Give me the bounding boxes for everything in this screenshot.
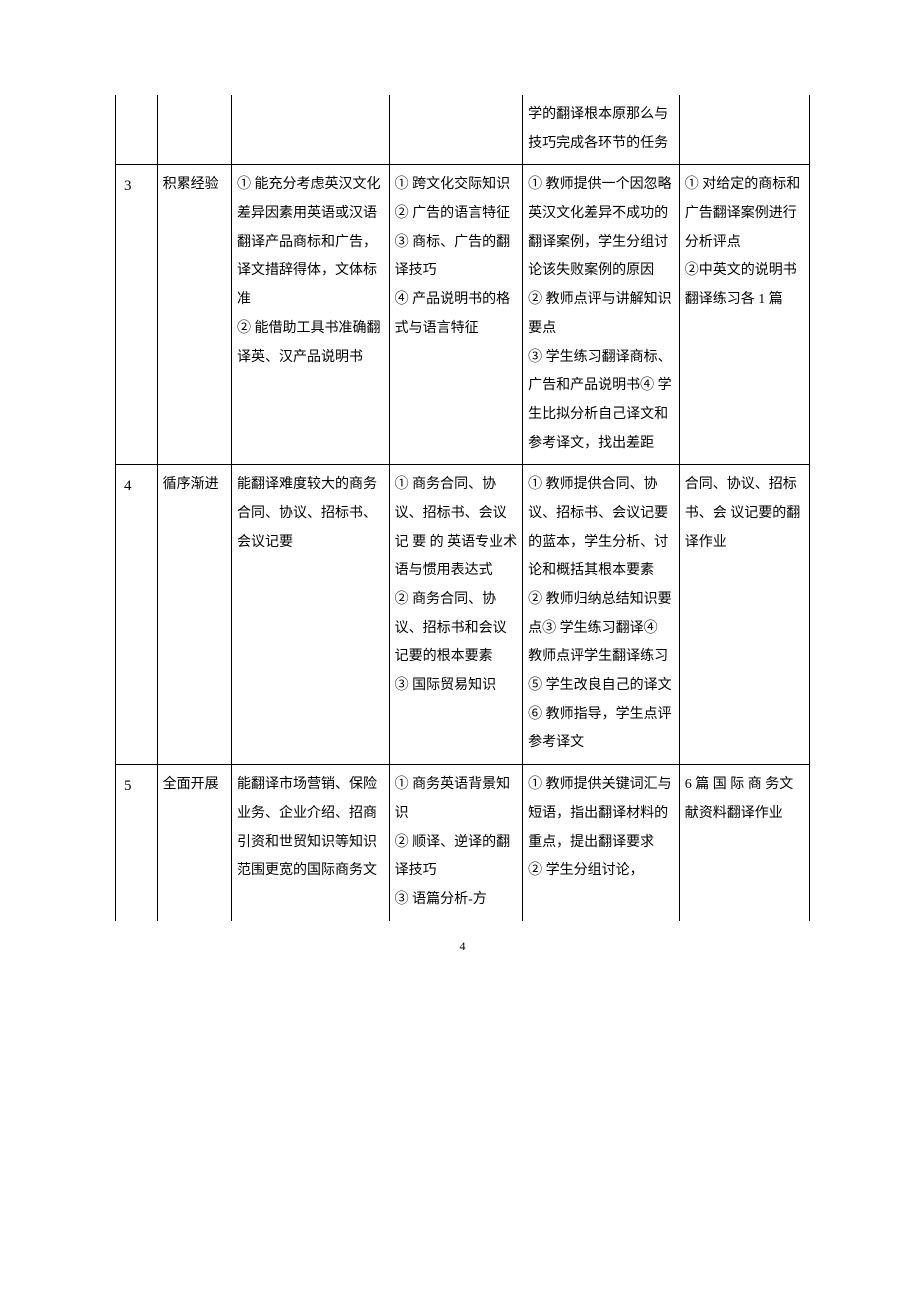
cell-activity: 学的翻译根本原那么与技巧完成各环节的任务 (523, 95, 680, 165)
cell-stage: 积累经验 (157, 165, 231, 465)
cell-knowledge: ① 商务英语背景知识 ② 顺译、逆译的翻译技巧 ③ 语篇分析-方 (389, 765, 523, 921)
cell-goal: 能翻译难度较大的商务合同、协议、招标书、会议记要 (232, 465, 390, 765)
table-row: 3积累经验① 能充分考虑英汉文化差异因素用英语或汉语翻译产品商标和广告，译文措辞… (116, 165, 810, 465)
curriculum-table: 学的翻译根本原那么与技巧完成各环节的任务3积累经验① 能充分考虑英汉文化差异因素… (115, 95, 810, 921)
table-row: 4循序渐进能翻译难度较大的商务合同、协议、招标书、会议记要① 商务合同、协议、招… (116, 465, 810, 765)
cell-goal (232, 95, 390, 165)
cell-activity: ① 教师提供合同、协议、招标书、会议记要的蓝本，学生分析、讨论和概括其根本要素 … (523, 465, 680, 765)
page-number: 4 (115, 939, 810, 954)
cell-num (116, 95, 158, 165)
cell-goal: 能翻译市场营销、保险业务、企业介绍、招商引资和世贸知识等知识范围更宽的国际商务文 (232, 765, 390, 921)
cell-homework: 6 篇 国 际 商 务文献资料翻译作业 (679, 765, 809, 921)
cell-activity: ① 教师提供一个因忽略英汉文化差异不成功的翻译案例，学生分组讨论该失败案例的原因… (523, 165, 680, 465)
cell-homework: ① 对给定的商标和广告翻译案例进行分析评点 ②中英文的说明书翻译练习各 1 篇 (679, 165, 809, 465)
cell-activity: ① 教师提供关键词汇与短语，指出翻译材料的重点，提出翻译要求 ② 学生分组讨论， (523, 765, 680, 921)
cell-num: 3 (116, 165, 158, 465)
cell-homework (679, 95, 809, 165)
cell-num: 4 (116, 465, 158, 765)
cell-num: 5 (116, 765, 158, 921)
cell-knowledge (389, 95, 523, 165)
table-body: 学的翻译根本原那么与技巧完成各环节的任务3积累经验① 能充分考虑英汉文化差异因素… (116, 95, 810, 921)
cell-homework: 合同、协议、招标书、会 议记要的翻译作业 (679, 465, 809, 765)
cell-stage: 全面开展 (157, 765, 231, 921)
cell-goal: ① 能充分考虑英汉文化差异因素用英语或汉语翻译产品商标和广告，译文措辞得体，文体… (232, 165, 390, 465)
cell-stage: 循序渐进 (157, 465, 231, 765)
page-container: 学的翻译根本原那么与技巧完成各环节的任务3积累经验① 能充分考虑英汉文化差异因素… (0, 0, 920, 994)
table-row: 学的翻译根本原那么与技巧完成各环节的任务 (116, 95, 810, 165)
table-row: 5全面开展能翻译市场营销、保险业务、企业介绍、招商引资和世贸知识等知识范围更宽的… (116, 765, 810, 921)
cell-knowledge: ① 跨文化交际知识 ② 广告的语言特征 ③ 商标、广告的翻译技巧 ④ 产品说明书… (389, 165, 523, 465)
cell-stage (157, 95, 231, 165)
cell-knowledge: ① 商务合同、协议、招标书、会议记 要 的 英语专业术语与惯用表达式 ② 商务合… (389, 465, 523, 765)
